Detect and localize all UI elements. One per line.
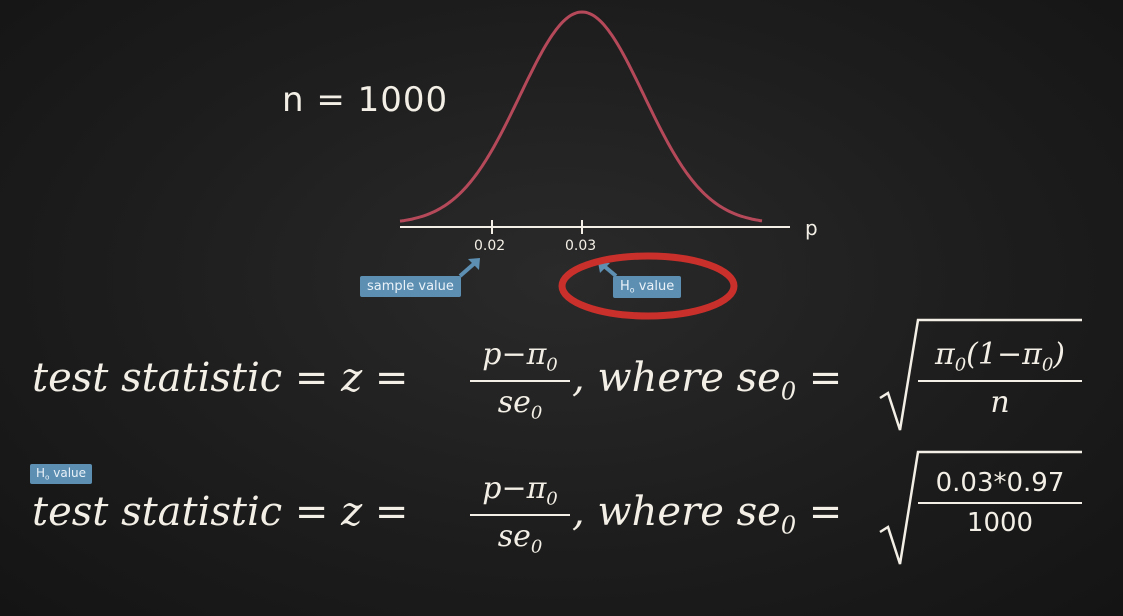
h0-arrow-icon — [602, 264, 618, 278]
bell-curve — [399, 10, 763, 223]
formula-2-h0-tag: Ho value — [30, 464, 93, 484]
formula-2-fraction: p−π0 se0 — [470, 474, 570, 557]
sample-arrowhead-icon — [468, 258, 480, 270]
formula-1-sqrt-fraction: π0(1−π0) n — [918, 340, 1082, 418]
sample-size-label: n = 1000 — [282, 80, 449, 120]
axis-label-p: p — [805, 216, 818, 240]
h0-value-tag: Ho value — [613, 276, 682, 298]
formula-2-where: , where se0 = — [572, 489, 843, 540]
sample-value-tag: sample value — [360, 276, 461, 297]
formula-2-lhs: test statistic = z = — [32, 489, 409, 535]
tick-label-003: 0.03 — [565, 238, 597, 254]
sqrt-sign-1 — [879, 318, 1082, 431]
formula-1-lhs: test statistic = z = — [32, 355, 409, 401]
h0-arrowhead-icon — [598, 262, 610, 273]
sqrt-sign-2 — [879, 450, 1082, 565]
formula-1-fraction: p−π0 se0 — [470, 340, 570, 423]
tick-label-002: 0.02 — [474, 238, 506, 254]
fraction-denominator: se0 — [497, 385, 543, 424]
fraction-numerator: p−π0 — [482, 337, 558, 376]
h0-highlight-circle — [558, 252, 738, 320]
formula-2-sqrt-fraction: 0.03*0.97 1000 — [918, 470, 1082, 536]
formula-1-where: , where se0 = — [572, 355, 843, 406]
